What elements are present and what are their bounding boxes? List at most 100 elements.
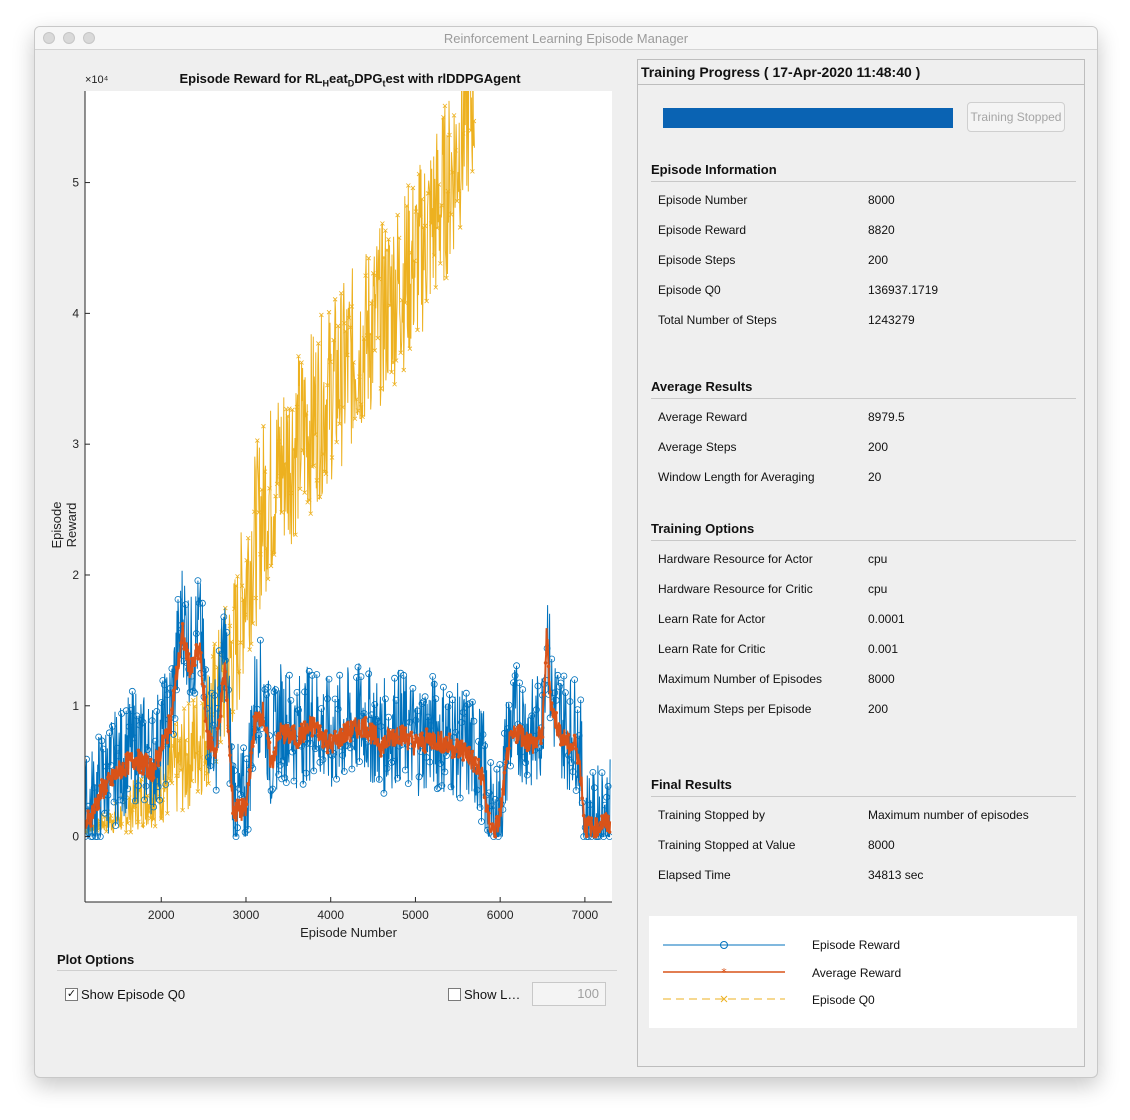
- series-average-reward-point: [435, 747, 440, 751]
- minimize-window-button[interactable]: [63, 32, 75, 44]
- series-episode-reward-point: [209, 721, 217, 729]
- series-average-reward-point: [89, 824, 93, 828]
- series-average-reward-point: [240, 797, 244, 802]
- series-episode-reward-point: [430, 680, 438, 688]
- series-episode-q0-point: [290, 407, 295, 413]
- series-average-reward-point: [360, 721, 365, 726]
- series-average-reward-point: [261, 719, 266, 724]
- training-options-section: Training Options Hardware Resource for A…: [651, 521, 1076, 716]
- series-episode-q0-point: [255, 438, 260, 443]
- series-episode-q0-point: [343, 328, 349, 334]
- series-average-reward-point: [598, 821, 603, 825]
- series-episode-reward-point: [103, 763, 110, 770]
- series-average-reward-point: [324, 729, 328, 733]
- series-episode-reward-point: [263, 691, 270, 699]
- series-episode-reward-point: [470, 717, 478, 725]
- series-episode-q0-point: [322, 469, 327, 474]
- series-average-reward-point: [308, 716, 313, 721]
- series-average-reward-point: [302, 720, 307, 724]
- series-episode-reward-point: [133, 712, 141, 720]
- series-episode-reward-point: [138, 716, 145, 724]
- series-episode-q0-point: [431, 253, 437, 258]
- series-average-reward-point: [493, 834, 498, 839]
- series-episode-q0-point: [279, 509, 285, 515]
- series-episode-q0-point: [390, 360, 396, 365]
- series-episode-reward-point: [418, 700, 426, 707]
- series-episode-q0-point: [223, 605, 228, 611]
- checkmark-icon[interactable]: ✓: [65, 988, 78, 1001]
- series-episode-reward-point: [272, 686, 280, 693]
- info-label: Average Steps: [658, 440, 737, 454]
- training-stopped-button[interactable]: Training Stopped: [967, 102, 1065, 132]
- series-average-reward-point: [286, 724, 290, 729]
- series-average-reward-point: [171, 688, 176, 693]
- series-episode-reward-point: [255, 731, 263, 739]
- series-episode-q0-point: [363, 273, 368, 278]
- show-length-label: Show L…: [464, 987, 521, 1002]
- series-average-reward-point: [588, 819, 592, 824]
- series-episode-q0-point: [374, 273, 379, 278]
- series-average-reward-point: [232, 805, 237, 810]
- series-average-reward-point: [514, 740, 519, 745]
- show-length-checkbox[interactable]: Show L…: [448, 987, 520, 1002]
- plot-canvas[interactable]: 2000 3000 4000 5000 6000 7000 0 1 2 3 4 5: [35, 50, 635, 950]
- series-episode-q0-point: [392, 381, 397, 387]
- series-episode-reward-point: [212, 786, 220, 794]
- series-average-reward-point: [490, 822, 495, 826]
- series-episode-q0-point: [248, 641, 254, 647]
- series-episode-reward-point: [493, 765, 501, 773]
- y-tick-label: 2: [72, 568, 79, 582]
- series-episode-reward-point: [125, 723, 133, 730]
- series-average-reward-point: [600, 814, 604, 818]
- series-episode-q0-point: [358, 401, 364, 407]
- series-episode-reward-point: [586, 801, 594, 809]
- series-average-reward-point: [545, 643, 549, 648]
- show-q0-checkbox[interactable]: ✓ Show Episode Q0: [65, 987, 185, 1002]
- series-average-reward-point: [98, 783, 103, 788]
- series-episode-q0-point: [360, 414, 365, 420]
- series-average-reward-point: [444, 735, 449, 740]
- series-average-reward-point: [365, 726, 369, 731]
- series-average-reward-point: [391, 728, 395, 733]
- series-episode-reward-point: [192, 630, 200, 637]
- series-average-reward-point: [328, 733, 333, 738]
- series-average-reward-point: [325, 750, 330, 755]
- series-episode-q0-point: [454, 198, 460, 204]
- series-average-reward-point: [488, 829, 493, 833]
- series-episode-reward-point: [270, 688, 278, 696]
- series-average-reward-point: [350, 730, 354, 735]
- series-episode-reward-point: [295, 706, 302, 714]
- series-episode-reward-point: [377, 723, 385, 730]
- checkbox-icon[interactable]: [448, 988, 461, 1001]
- series-episode-q0-point: [314, 478, 320, 483]
- length-input[interactable]: 100: [532, 982, 606, 1006]
- series-episode-reward-point: [340, 768, 348, 775]
- info-value: 8820: [868, 223, 895, 237]
- series-episode-reward-point: [135, 782, 142, 790]
- chart-title-sub: H: [322, 78, 329, 89]
- series-episode-reward-point: [391, 674, 399, 682]
- series-average-reward-point: [212, 753, 217, 758]
- series-episode-q0-point: [277, 473, 283, 479]
- series-episode-q0-point: [245, 535, 251, 541]
- series-episode-reward-point: [356, 758, 363, 765]
- zoom-window-button[interactable]: [83, 32, 95, 44]
- series-episode-reward-point: [601, 801, 609, 809]
- series-average-reward-point: [139, 766, 144, 770]
- close-window-button[interactable]: [43, 32, 55, 44]
- series-average-reward-point: [344, 738, 348, 743]
- series-average-reward-point: [197, 647, 202, 652]
- series-average-reward-point: [345, 721, 350, 725]
- series-episode-q0-point: [427, 190, 432, 196]
- series-average-reward-point: [331, 736, 336, 741]
- series-average-reward-point: [148, 757, 153, 762]
- series-episode-q0-point: [291, 446, 297, 452]
- series-episode-q0-point: [470, 169, 475, 174]
- series-average-reward-point: [209, 736, 214, 740]
- series-episode-reward-point: [189, 687, 197, 695]
- series-episode-q0-point: [302, 490, 307, 495]
- series-episode-q0-point: [445, 188, 451, 194]
- section-divider: [651, 398, 1076, 399]
- series-episode-q0-point: [119, 821, 124, 827]
- series-average-reward-point: [548, 690, 552, 694]
